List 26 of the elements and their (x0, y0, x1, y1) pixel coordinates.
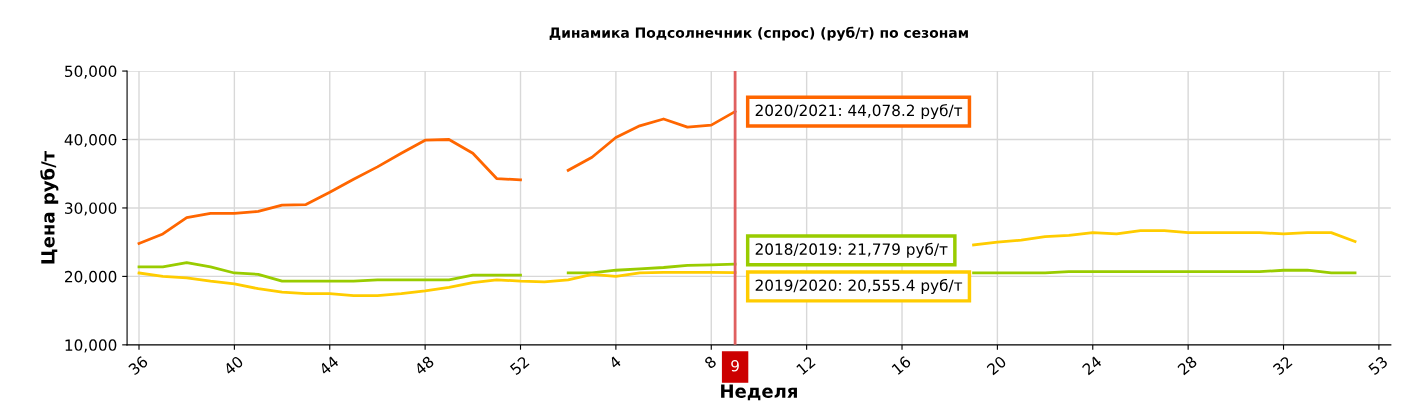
x-tick-label: 32 (1272, 355, 1293, 376)
x-tick-label: 4 (608, 355, 622, 370)
x-tick-label: 40 (222, 355, 244, 376)
y-tick-label: 10,000 (65, 339, 117, 353)
x-axis-title: Неделя (721, 384, 797, 401)
x-tick-label: 28 (1176, 355, 1198, 376)
annotation: 2020/2021: 44,078.2 руб/т (755, 104, 963, 120)
x-tick-label: 16 (891, 355, 912, 376)
y-tick-label: 50,000 (65, 65, 117, 79)
x-tick-label: 52 (509, 355, 530, 376)
x-tick-label: 44 (318, 355, 340, 376)
x-tick-label: 8 (703, 355, 718, 370)
y-tick-label: 20,000 (65, 270, 117, 284)
x-tick-label: 12 (795, 355, 816, 375)
y-axis-title: Цена руб/т (40, 150, 59, 264)
x-tick-label: 48 (413, 355, 435, 376)
chart-title: Динамика Подсолнечник (спрос) (руб/т) по сезонам (549, 26, 968, 41)
x-tick-label: 53 (1367, 355, 1389, 376)
annotation: 2019/2020: 20,555.4 руб/т (755, 278, 963, 295)
x-tick-label: 24 (1081, 355, 1103, 376)
x-tick-label: 36 (127, 355, 149, 376)
y-tick-label: 40,000 (64, 133, 117, 148)
x-tick-label: 20 (986, 355, 1007, 376)
x-tick-label: 9 (731, 359, 739, 372)
annotation: 2018/2019: 21,779 руб/т (755, 242, 948, 258)
y-tick-label: 30,000 (65, 202, 117, 216)
